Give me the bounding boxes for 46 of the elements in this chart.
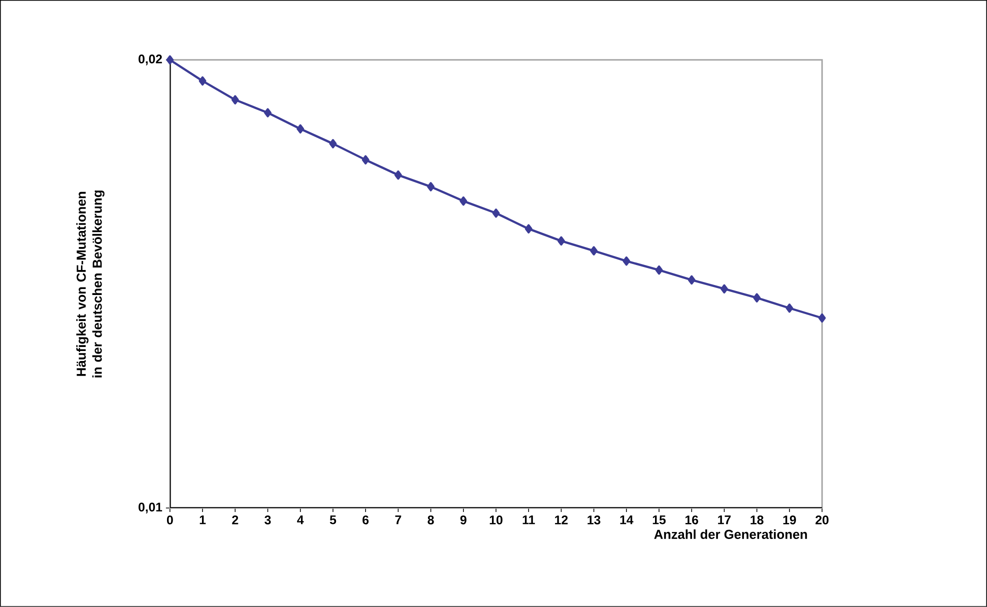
point bbox=[688, 275, 696, 285]
point bbox=[198, 76, 206, 86]
x-tick-label: 5 bbox=[330, 516, 336, 524]
x-tick-label: 8 bbox=[428, 516, 434, 524]
x-tick-label: 2 bbox=[232, 516, 238, 524]
point bbox=[362, 155, 370, 164]
x-tick-label: 3 bbox=[264, 516, 271, 524]
point bbox=[460, 196, 468, 206]
x-tick-label: 18 bbox=[750, 516, 764, 524]
x-tick-label: 13 bbox=[588, 516, 600, 524]
point bbox=[655, 266, 663, 275]
x-tick-label: 14 bbox=[620, 516, 634, 524]
point bbox=[394, 170, 402, 180]
point bbox=[231, 95, 239, 104]
point bbox=[427, 182, 435, 192]
x-tick-label: 0 bbox=[166, 516, 173, 524]
point bbox=[524, 224, 532, 234]
x-tick-label: 1 bbox=[200, 516, 206, 524]
point bbox=[492, 208, 500, 218]
point bbox=[786, 304, 794, 313]
x-tick-label: 7 bbox=[395, 516, 402, 524]
x-tick-label: 9 bbox=[460, 516, 466, 524]
point bbox=[818, 313, 826, 323]
y-tick-label: 0,01 bbox=[138, 502, 162, 514]
point bbox=[558, 236, 565, 246]
x-tick-label: 11 bbox=[522, 516, 535, 524]
point bbox=[329, 139, 337, 148]
point bbox=[753, 293, 761, 302]
y-axis-title: Häufigkeit von CF-Mutationen in der deutschen Bevölkerung bbox=[76, 190, 104, 378]
x-tick-label: 6 bbox=[362, 516, 369, 524]
x-tick-label: 16 bbox=[685, 516, 698, 524]
x-tick-label: 12 bbox=[555, 516, 568, 524]
point bbox=[166, 55, 174, 65]
x-tick-label: 17 bbox=[718, 516, 731, 524]
point bbox=[622, 256, 630, 266]
point bbox=[296, 124, 304, 134]
x-tick-label: 20 bbox=[816, 516, 829, 524]
point bbox=[590, 246, 598, 256]
x-tick-label: 4 bbox=[297, 516, 304, 524]
x-tick-label: 10 bbox=[490, 516, 502, 524]
x-tick-label: 15 bbox=[652, 516, 666, 524]
point bbox=[720, 284, 728, 294]
point bbox=[264, 108, 272, 118]
y-tick-label: 0,02 bbox=[138, 54, 162, 66]
x-axis-title: Anzahl der Generationen bbox=[654, 529, 807, 540]
x-tick-label: 19 bbox=[783, 516, 796, 524]
